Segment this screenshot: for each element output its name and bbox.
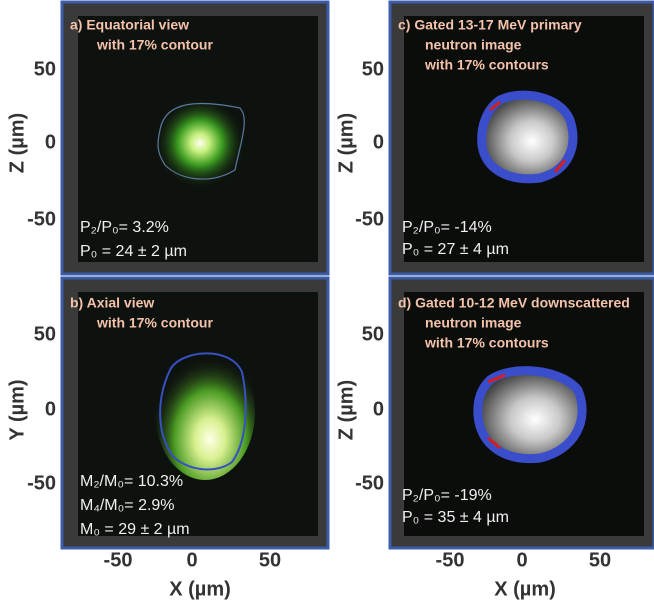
panel-stat: P₂/P₀= 3.2%: [80, 219, 169, 236]
panel-frames: [60, 0, 654, 550]
panel-title: c) Gated 13-17 MeV primary: [398, 17, 582, 33]
y-tick-label: 0: [373, 398, 384, 420]
y-tick-label: 50: [362, 323, 384, 345]
panel-subtitle: with 17% contours: [424, 335, 549, 351]
panel-stat: M₀ = 29 ± 2 µm: [80, 521, 190, 538]
x-tick-label: 0: [186, 549, 197, 571]
x-tick-label: 0: [516, 549, 527, 571]
panel-stat: M₂/M₀= 10.3%: [80, 473, 183, 490]
panel-subtitle: neutron image: [425, 315, 522, 331]
y-axis-label: Z (µm): [335, 380, 357, 440]
panel-subtitle: with 17% contours: [424, 57, 549, 73]
panel-title: a) Equatorial view: [70, 17, 189, 33]
y-tick-label: 50: [362, 58, 384, 80]
panel-stat: P₂/P₀= -14%: [402, 219, 492, 236]
y-axis-label: Y (µm): [6, 379, 28, 440]
x-tick-label: -50: [436, 549, 465, 571]
y-tick-label: -50: [355, 208, 384, 230]
panel-title: b) Axial view: [70, 295, 154, 311]
panel-title: d) Gated 10-12 MeV downscattered: [398, 295, 630, 311]
images: [155, 90, 587, 480]
panel-subtitle: with 17% contour: [96, 37, 213, 53]
panel-stat: P₀ = 27 ± 4 µm: [402, 241, 509, 258]
panel-stat: P₂/P₀= -19%: [402, 487, 492, 504]
y-tick-label: -50: [27, 472, 56, 494]
x-tick-label: 50: [259, 549, 281, 571]
y-tick-label: 0: [373, 131, 384, 153]
panel-subtitle: with 17% contour: [96, 315, 213, 331]
y-axis-label: Z (µm): [6, 113, 28, 173]
panel-stat: P₀ = 24 ± 2 µm: [80, 243, 187, 260]
y-tick-label: 50: [34, 58, 56, 80]
x-tick-label: -50: [104, 549, 133, 571]
y-tick-label: 0: [45, 398, 56, 420]
panel-stat: P₀ = 35 ± 4 µm: [402, 509, 509, 526]
y-tick-label: 0: [45, 131, 56, 153]
y-tick-label: -50: [355, 472, 384, 494]
x-tick-label: 50: [589, 549, 611, 571]
panel-stat: M₄/M₀= 2.9%: [80, 497, 175, 514]
y-axis-label: Z (µm): [335, 113, 357, 173]
y-tick-label: 50: [34, 323, 56, 345]
x-axis-label: X (µm): [494, 578, 556, 600]
y-tick-label: -50: [27, 208, 56, 230]
x-axis-label: X (µm): [169, 578, 231, 600]
panel-subtitle: neutron image: [425, 37, 522, 53]
